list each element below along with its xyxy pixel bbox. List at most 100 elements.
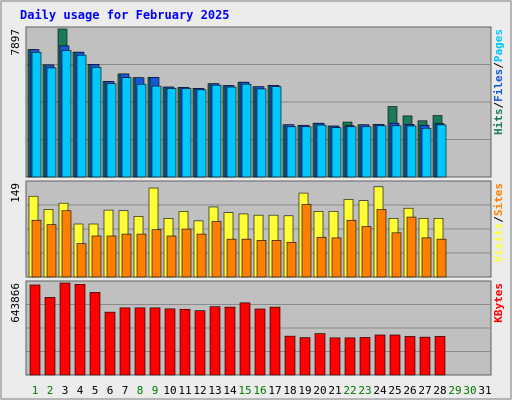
- x-tick-label: 24: [373, 384, 387, 397]
- bar-sites-day-22: [346, 219, 357, 278]
- bar-sites-day-23: [361, 226, 372, 278]
- x-tick-label: 6: [107, 384, 114, 397]
- bar-pages-day-17: [271, 86, 282, 178]
- y-max-label: 149: [9, 183, 22, 203]
- bar-pages-day-16: [256, 88, 267, 178]
- bar-kbytes-day-6: [104, 311, 116, 376]
- x-tick-label: 21: [328, 384, 341, 397]
- x-tick-label: 20: [313, 384, 326, 397]
- bar-kbytes-day-2: [44, 297, 56, 376]
- bar-pages-day-5: [91, 67, 102, 178]
- x-tick-label: 7: [122, 384, 129, 397]
- x-tick-label: 4: [77, 384, 84, 397]
- bar-sites-day-15: [241, 238, 252, 278]
- x-tick-label: 3: [62, 384, 69, 397]
- bar-sites-day-19: [301, 204, 312, 278]
- bar-kbytes-day-24: [374, 334, 386, 376]
- x-tick-label: 5: [92, 384, 99, 397]
- bar-kbytes-day-17: [269, 306, 281, 376]
- bar-pages-day-1: [31, 52, 42, 178]
- bar-sites-day-1: [31, 219, 42, 278]
- series-sites: [31, 204, 447, 278]
- bar-pages-day-12: [196, 89, 207, 178]
- bar-sites-day-5: [91, 235, 102, 278]
- bar-kbytes-day-23: [359, 337, 371, 376]
- x-tick-label: 9: [152, 384, 159, 397]
- bar-sites-day-3: [61, 210, 72, 278]
- x-tick-label: 25: [388, 384, 401, 397]
- bar-kbytes-day-11: [179, 308, 191, 376]
- x-tick-label: 8: [137, 384, 144, 397]
- bar-sites-day-24: [376, 209, 387, 278]
- bar-kbytes-day-12: [194, 310, 206, 376]
- bar-kbytes-day-18: [284, 335, 296, 376]
- x-tick-label: 11: [178, 384, 191, 397]
- bar-kbytes-day-20: [314, 333, 326, 376]
- bar-pages-day-4: [76, 54, 87, 178]
- x-tick-label: 10: [163, 384, 176, 397]
- bar-sites-day-21: [331, 237, 342, 278]
- panel-kbytes: 643866 KBytes: [9, 280, 505, 376]
- bar-kbytes-day-9: [149, 307, 161, 376]
- x-tick-label: 18: [283, 384, 296, 397]
- bar-pages-day-9: [151, 85, 162, 178]
- bar-pages-day-11: [181, 88, 192, 178]
- bar-pages-day-26: [406, 125, 417, 178]
- bar-kbytes-day-13: [209, 306, 221, 376]
- x-tick-label: 27: [418, 384, 431, 397]
- series-kbytes: [29, 282, 446, 376]
- legend-hits-files-pages: Hits/Files/Pages: [492, 29, 505, 135]
- x-tick-label: 28: [433, 384, 446, 397]
- bar-pages-day-19: [301, 126, 312, 178]
- bar-pages-day-18: [286, 126, 297, 178]
- bar-sites-day-18: [286, 242, 297, 278]
- legend-entry: Hits: [492, 109, 505, 136]
- x-tick-label: 30: [463, 384, 476, 397]
- bar-kbytes-day-10: [164, 308, 176, 376]
- series-pages: [31, 50, 447, 178]
- legend-entry: Sites: [492, 183, 505, 216]
- bar-sites-day-10: [166, 235, 177, 278]
- x-tick-label: 17: [268, 384, 281, 397]
- bar-sites-day-9: [151, 229, 162, 278]
- legend-entry: KBytes: [492, 283, 505, 323]
- bar-pages-day-14: [226, 86, 237, 178]
- bar-sites-day-2: [46, 224, 57, 278]
- bar-sites-day-20: [316, 236, 327, 278]
- x-tick-label: 19: [298, 384, 311, 397]
- bar-pages-day-13: [211, 84, 222, 178]
- x-tick-label: 31: [478, 384, 491, 397]
- bar-kbytes-day-28: [434, 336, 446, 376]
- bar-sites-day-16: [256, 240, 267, 278]
- x-tick-label: 23: [358, 384, 371, 397]
- bar-sites-day-14: [226, 238, 237, 278]
- bar-kbytes-day-15: [239, 302, 251, 376]
- bar-kbytes-day-5: [89, 292, 101, 376]
- bar-pages-day-3: [61, 50, 72, 178]
- bar-kbytes-day-27: [419, 336, 431, 376]
- bar-pages-day-7: [121, 77, 132, 178]
- bar-sites-day-25: [391, 232, 402, 278]
- y-max-label: 643866: [9, 283, 22, 323]
- x-tick-label: 16: [253, 384, 266, 397]
- legend-entry: Pages: [492, 29, 505, 62]
- bar-sites-day-13: [211, 221, 222, 278]
- bar-kbytes-day-1: [29, 284, 41, 376]
- bar-sites-day-12: [196, 233, 207, 278]
- bar-pages-day-23: [361, 126, 372, 178]
- bar-sites-day-8: [136, 233, 147, 278]
- bar-pages-day-28: [436, 124, 447, 178]
- panel-visits-sites: 149 Visits/Sites: [9, 180, 505, 278]
- bar-pages-day-27: [421, 127, 432, 178]
- bar-pages-day-24: [376, 125, 387, 178]
- x-tick-label: 15: [238, 384, 251, 397]
- bar-kbytes-day-16: [254, 308, 266, 376]
- x-tick-label: 2: [47, 384, 54, 397]
- bar-kbytes-day-19: [299, 337, 311, 376]
- bar-sites-day-6: [106, 235, 117, 278]
- bar-pages-day-25: [391, 125, 402, 178]
- x-tick-label: 14: [223, 384, 237, 397]
- bar-sites-day-11: [181, 228, 192, 278]
